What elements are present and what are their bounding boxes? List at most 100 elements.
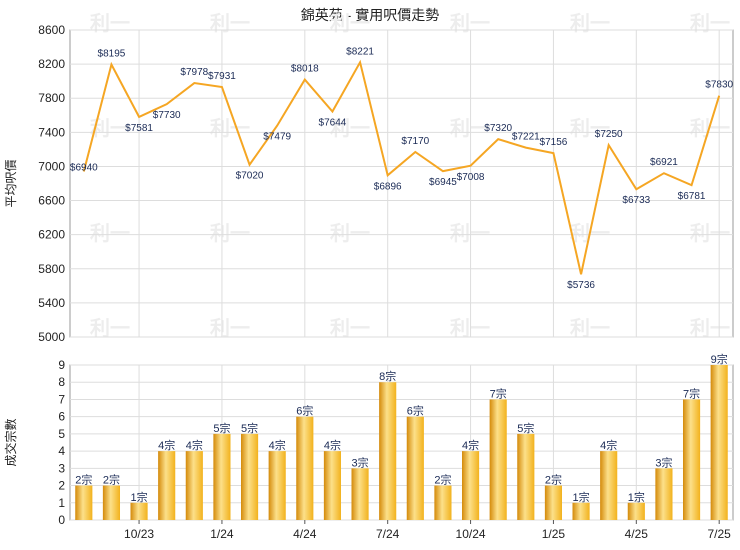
price-data-label: $8018 [291, 64, 319, 75]
price-data-label: $7644 [319, 118, 347, 129]
volume-bar [461, 451, 480, 520]
price-y-axis-label: 平均呎價 [4, 159, 18, 207]
price-vertical-gridlines [138, 30, 720, 337]
price-data-label: $7020 [236, 171, 264, 182]
price-data-label: $6921 [650, 157, 678, 168]
volume-data-label: 5宗 [241, 421, 258, 435]
watermark-text: 利一 [690, 222, 730, 245]
watermark-text: 利一 [210, 12, 250, 35]
price-series-line [82, 59, 721, 275]
x-tick-label: 10/24 [456, 527, 486, 541]
volume-data-label: 9宗 [711, 352, 728, 366]
volume-bar [158, 451, 176, 520]
volume-bar [572, 502, 590, 520]
volume-data-label: 1宗 [131, 490, 148, 504]
volume-y-tick-label: 0 [58, 513, 65, 527]
volume-data-label: 4宗 [269, 438, 286, 452]
watermark-text: 利一 [210, 317, 250, 340]
volume-data-label: 1宗 [628, 490, 645, 504]
volume-y-tick-label: 1 [58, 496, 65, 510]
volume-data-label: 3宗 [352, 455, 369, 469]
volume-bar [406, 416, 424, 520]
volume-bar [489, 399, 507, 520]
volume-y-tick-label: 3 [58, 461, 65, 475]
x-tick-label: 7/25 [708, 527, 732, 541]
volume-y-tick-label: 4 [58, 444, 65, 458]
volume-data-label: 5宗 [213, 421, 230, 435]
volume-bar [682, 399, 701, 520]
price-data-label: $7978 [180, 67, 208, 78]
volume-bar [517, 433, 535, 520]
volume-bar [379, 382, 397, 520]
volume-bar [102, 485, 121, 520]
price-y-tick-label: 6600 [38, 194, 65, 208]
volume-data-label: 1宗 [573, 490, 590, 504]
watermark-text: 利一 [690, 317, 730, 340]
price-data-label: $7581 [125, 123, 153, 134]
watermark-text: 利一 [450, 12, 490, 35]
price-data-labels: $6940 $8195 $7581$7730 $7978 $7931 $7020 $7479… [70, 46, 734, 291]
volume-data-label: 4宗 [186, 438, 203, 452]
volume-data-label: 6宗 [407, 404, 424, 418]
x-tick-label: 7/24 [376, 527, 400, 541]
volume-bar [351, 468, 369, 520]
volume-data-label: 7宗 [683, 386, 700, 400]
price-data-label: $7320 [484, 123, 512, 134]
watermark-text: 利一 [210, 117, 250, 140]
x-tick-label: 4/25 [625, 527, 649, 541]
watermark-text: 利一 [330, 117, 370, 140]
price-data-label: $6896 [374, 181, 402, 192]
chart-title: 錦英苑 - 實用呎價走勢 [301, 7, 439, 23]
price-data-label: $7931 [208, 71, 236, 82]
x-tick-label: 10/23 [124, 527, 154, 541]
x-tick-label: 1/25 [542, 527, 566, 541]
watermark-text: 利一 [90, 12, 130, 35]
volume-bar [434, 485, 452, 520]
volume-bar [655, 468, 673, 520]
volume-data-label: 4宗 [462, 438, 479, 452]
volume-panel: 0 1 2 3 4 5 6 7 8 9 成交宗數 2宗 2宗 1宗 4宗 4宗 5宗 5宗 4宗 6宗 4宗 3宗 8宗… [3, 352, 734, 541]
volume-data-label: 2宗 [103, 473, 120, 487]
watermark-text: 利一 [570, 317, 610, 340]
price-data-label: $6733 [622, 195, 650, 206]
price-data-label: $6781 [678, 191, 706, 202]
watermark-text: 利一 [450, 222, 490, 245]
price-data-label: $7221 [512, 132, 540, 143]
volume-bars [75, 365, 728, 520]
volume-data-labels: 2宗 2宗 1宗 4宗 4宗 5宗 5宗 4宗 6宗 4宗 3宗 8宗 6宗 2宗 4宗 7宗 5宗 2宗 1宗 4宗… [75, 352, 728, 504]
price-data-label: $7479 [263, 132, 291, 143]
volume-bar [240, 433, 259, 520]
watermark-text: 利一 [450, 117, 490, 140]
price-data-label: $7830 [705, 80, 733, 91]
volume-data-label: 7宗 [490, 386, 507, 400]
volume-data-label: 2宗 [75, 473, 92, 487]
volume-data-label: 2宗 [545, 473, 562, 487]
watermark-text: 利一 [90, 317, 130, 340]
volume-data-label: 2宗 [434, 473, 451, 487]
x-tick-label: 4/24 [293, 527, 317, 541]
volume-bar [213, 433, 231, 520]
x-tick-label: 1/24 [210, 527, 234, 541]
volume-bar [75, 485, 93, 520]
volume-plot-area [69, 364, 734, 521]
volume-y-tick-label: 8 [58, 375, 65, 389]
watermark-text: 利一 [690, 12, 730, 35]
price-plot-area [69, 29, 734, 338]
price-y-tick-label: 7000 [38, 159, 65, 173]
volume-y-axis-label: 成交宗數 [3, 418, 18, 466]
volume-data-label: 6宗 [296, 404, 313, 418]
volume-y-tick-label: 2 [58, 479, 65, 493]
price-y-tick-label: 5400 [38, 296, 65, 310]
watermark-text: 利一 [330, 222, 370, 245]
volume-data-label: 4宗 [158, 438, 175, 452]
volume-bar [627, 502, 645, 520]
watermark-text: 利一 [90, 222, 130, 245]
price-data-label: $7170 [401, 136, 429, 147]
volume-gridlines [70, 364, 733, 521]
volume-data-label: 5宗 [517, 421, 534, 435]
volume-bar [544, 485, 563, 520]
volume-bar [600, 451, 618, 520]
watermark-text: 利一 [330, 317, 370, 340]
price-data-label: $6940 [70, 163, 98, 174]
